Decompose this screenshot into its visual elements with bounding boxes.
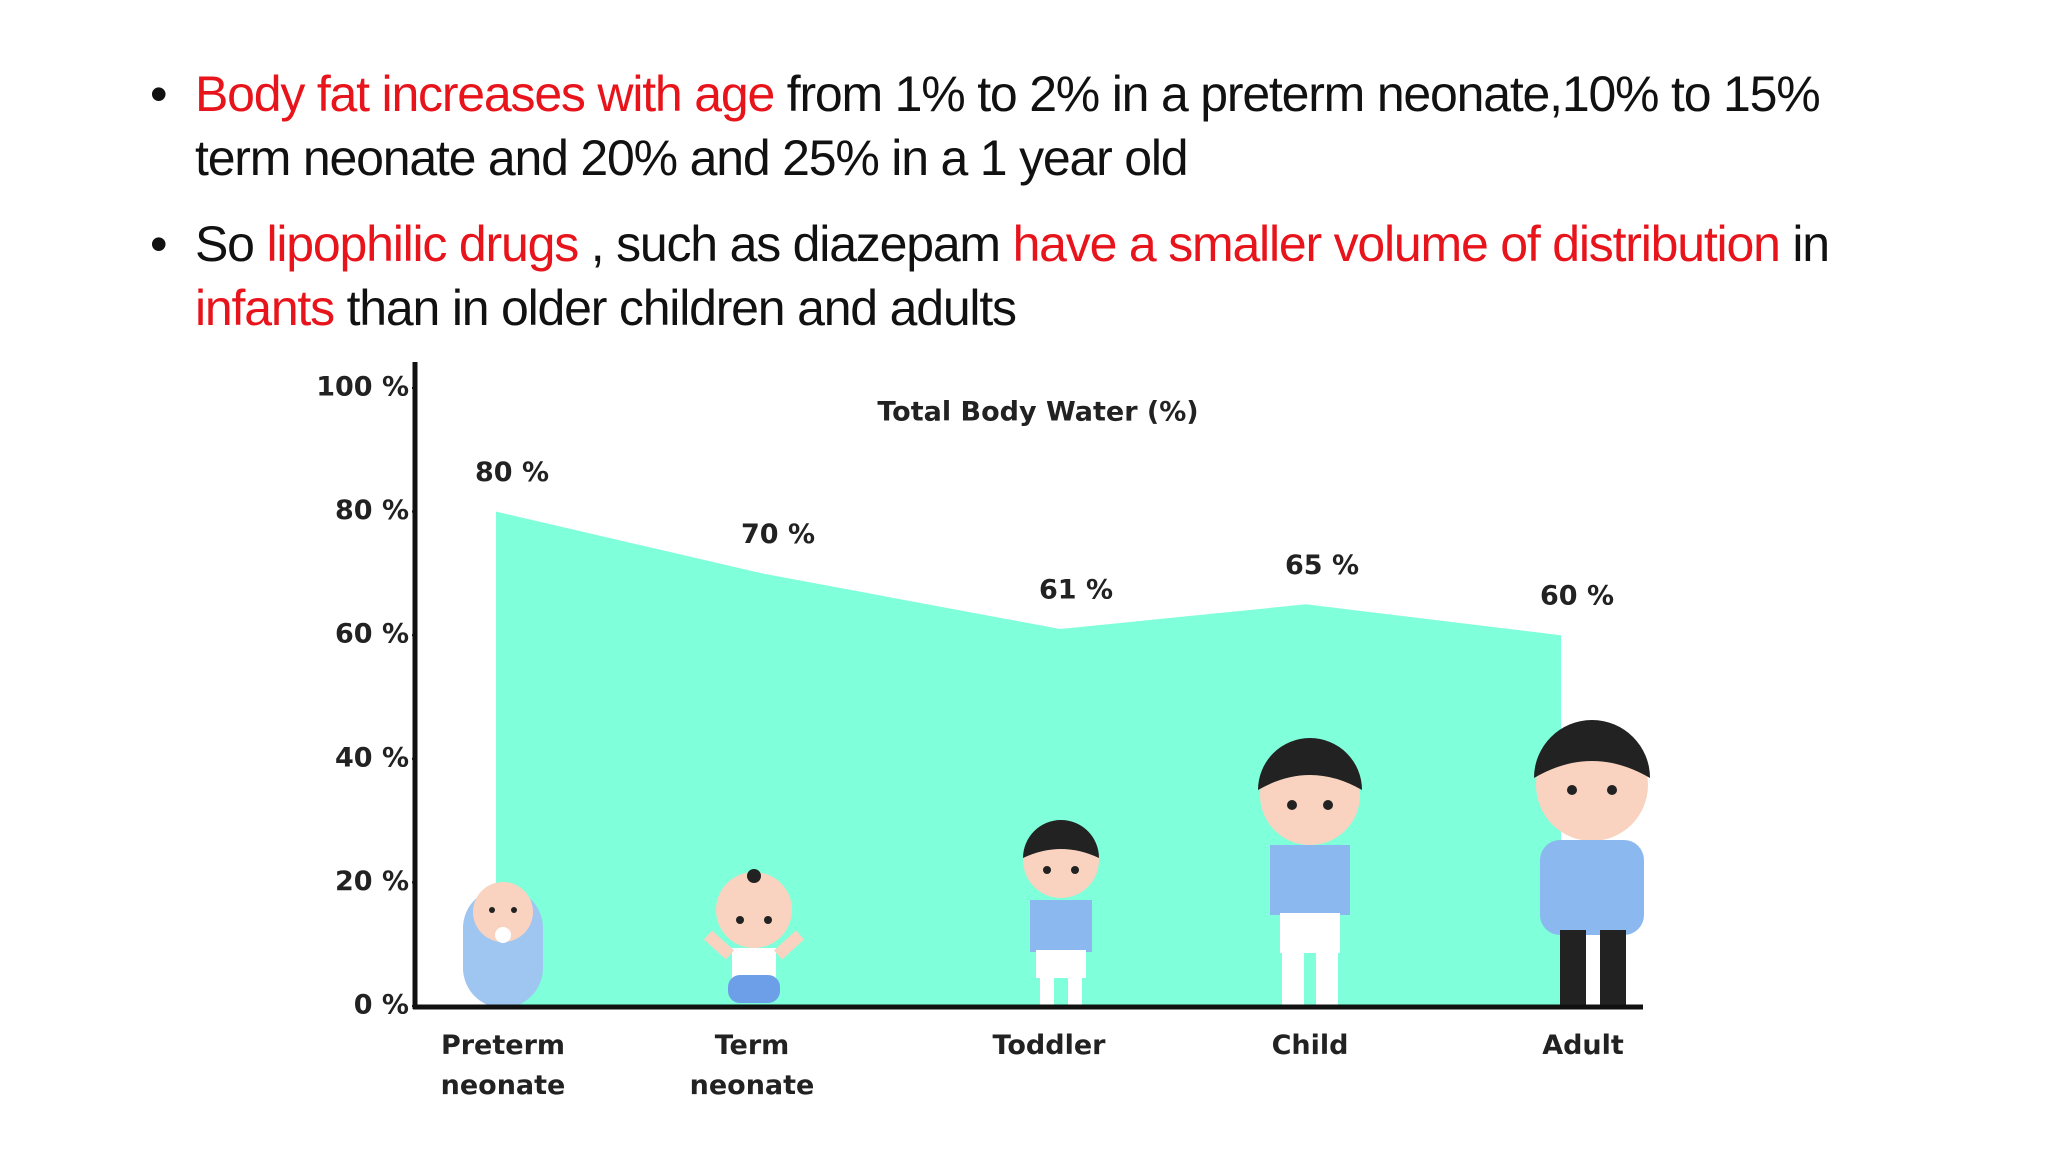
area xyxy=(496,511,1561,1006)
figure xyxy=(703,869,805,1003)
value-label: 70 % xyxy=(741,519,815,550)
bullet-text: Body fat increases with age xyxy=(195,66,775,122)
bullet-text: from 1% to 2% in a preterm neonate,10% t… xyxy=(195,66,1833,186)
figure xyxy=(1258,738,1362,1007)
y-tick-label: 0 % xyxy=(354,990,409,1021)
figures xyxy=(463,720,1650,1008)
bullet: Body fat increases with age from 1% to 2… xyxy=(150,62,1910,190)
bullet-text: lipophilic drugs xyxy=(266,216,579,272)
figure xyxy=(1023,820,1099,1006)
x-tick-label: Child xyxy=(1272,1030,1349,1061)
x-tick-label: Toddler xyxy=(993,1030,1107,1061)
bullet-list: Body fat increases with age from 1% to 2… xyxy=(150,62,1910,362)
value-label: 80 % xyxy=(475,457,549,488)
bullet-text: in xyxy=(1779,216,1842,272)
value-label: 65 % xyxy=(1285,550,1359,581)
x-tick-label: Term neonate xyxy=(690,1030,815,1101)
figure xyxy=(1534,720,1650,1008)
value-label: 60 % xyxy=(1540,581,1614,612)
figure xyxy=(463,882,543,1008)
chart-title: Total Body Water (%) xyxy=(877,397,1198,428)
bullet: So lipophilic drugs , such as diazepam h… xyxy=(150,212,1910,340)
bullet-text: So xyxy=(195,216,267,272)
value-label: 61 % xyxy=(1039,575,1113,606)
bullet-text: than in older children and adults xyxy=(333,280,1017,336)
x-tick-label: Adult xyxy=(1542,1030,1624,1061)
bullet-text: have a smaller volume of distribution xyxy=(1012,216,1781,272)
y-tick-label: 100 % xyxy=(316,372,409,403)
y-tick-label: 80 % xyxy=(335,495,409,526)
bullet-text: infants xyxy=(195,280,335,336)
y-tick-label: 40 % xyxy=(335,742,409,773)
y-tick-label: 20 % xyxy=(335,866,409,897)
x-tick-label: Preterm neonate xyxy=(441,1030,566,1101)
bullet-text: , such as diazepam xyxy=(578,216,1013,272)
y-tick-label: 60 % xyxy=(335,619,409,650)
